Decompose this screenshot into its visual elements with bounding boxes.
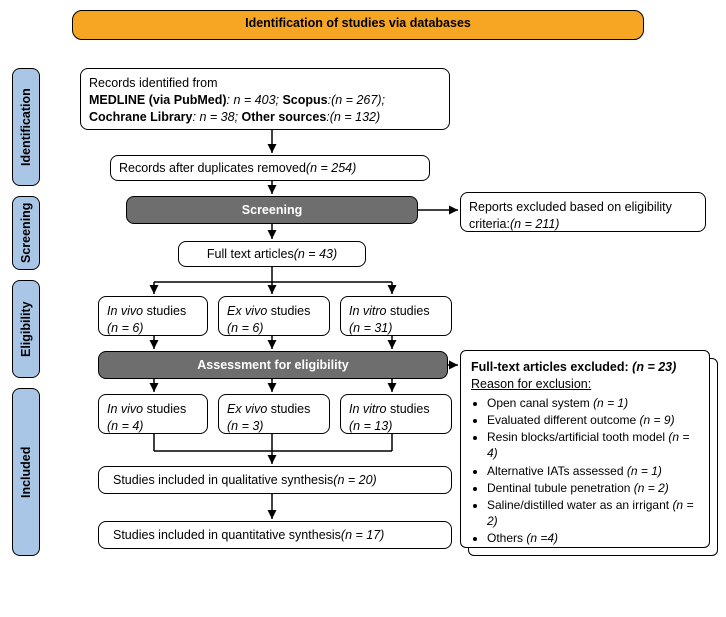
box-exvivo-2: Ex vivo studies(n = 3): [218, 394, 330, 434]
header-band: Identification of studies via databases: [72, 10, 644, 40]
box-invitro-2: In vitro studies(n = 13): [340, 394, 452, 434]
records-line1: Records identified from: [89, 75, 441, 92]
reason-item: Open canal system (n = 1): [487, 395, 699, 411]
box-invivo-2: In vivo studies(n = 4): [98, 394, 208, 434]
box-exvivo-1: Ex vivo studies(n = 6): [218, 296, 330, 336]
stage-eligibility: Eligibility: [12, 280, 40, 378]
box-quantitative: Studies included in quantitative synthes…: [98, 521, 452, 549]
excluded-23-reasons: Open canal system (n = 1) Evaluated diff…: [471, 395, 699, 547]
excluded-23-title: Full-text articles excluded: (n = 23): [471, 359, 699, 376]
box-fulltext: Full text articles (n = 43): [178, 241, 366, 267]
header-text: Identification of studies via databases: [245, 16, 471, 30]
box-records-identified: Records identified from MEDLINE (via Pub…: [80, 68, 450, 130]
reason-item: Dentinal tubule penetration (n = 2): [487, 480, 699, 496]
box-invivo-1: In vivo studies(n = 6): [98, 296, 208, 336]
reason-item: Others (n =4): [487, 530, 699, 546]
reason-item: Alternative IATs assessed (n = 1): [487, 463, 699, 479]
reason-item: Saline/distilled water as an irrigant (n…: [487, 497, 699, 529]
stage-identification: Identification: [12, 68, 40, 186]
box-qualitative: Studies included in qualitative synthesi…: [98, 466, 452, 494]
reason-item: Evaluated different outcome (n = 9): [487, 412, 699, 428]
box-after-duplicates: Records after duplicates removed (n = 25…: [110, 155, 430, 181]
bar-assessment: Assessment for eligibility: [98, 351, 448, 379]
records-line2: MEDLINE (via PubMed): n = 403; Scopus:(n…: [89, 92, 441, 109]
stage-included: Included: [12, 388, 40, 556]
excluded-23-subtitle: Reason for exclusion:: [471, 376, 699, 393]
records-line3: Cochrane Library: n = 38; Other sources:…: [89, 109, 441, 126]
box-invitro-1: In vitro studies(n = 31): [340, 296, 452, 336]
stage-screening: Screening: [12, 196, 40, 270]
reason-item: Resin blocks/artificial tooth model (n =…: [487, 429, 699, 461]
box-excluded-23: Full-text articles excluded: (n = 23) Re…: [460, 350, 710, 548]
bar-screening: Screening: [126, 196, 418, 224]
box-excluded-211: Reports excluded based on eligibility cr…: [460, 192, 706, 232]
